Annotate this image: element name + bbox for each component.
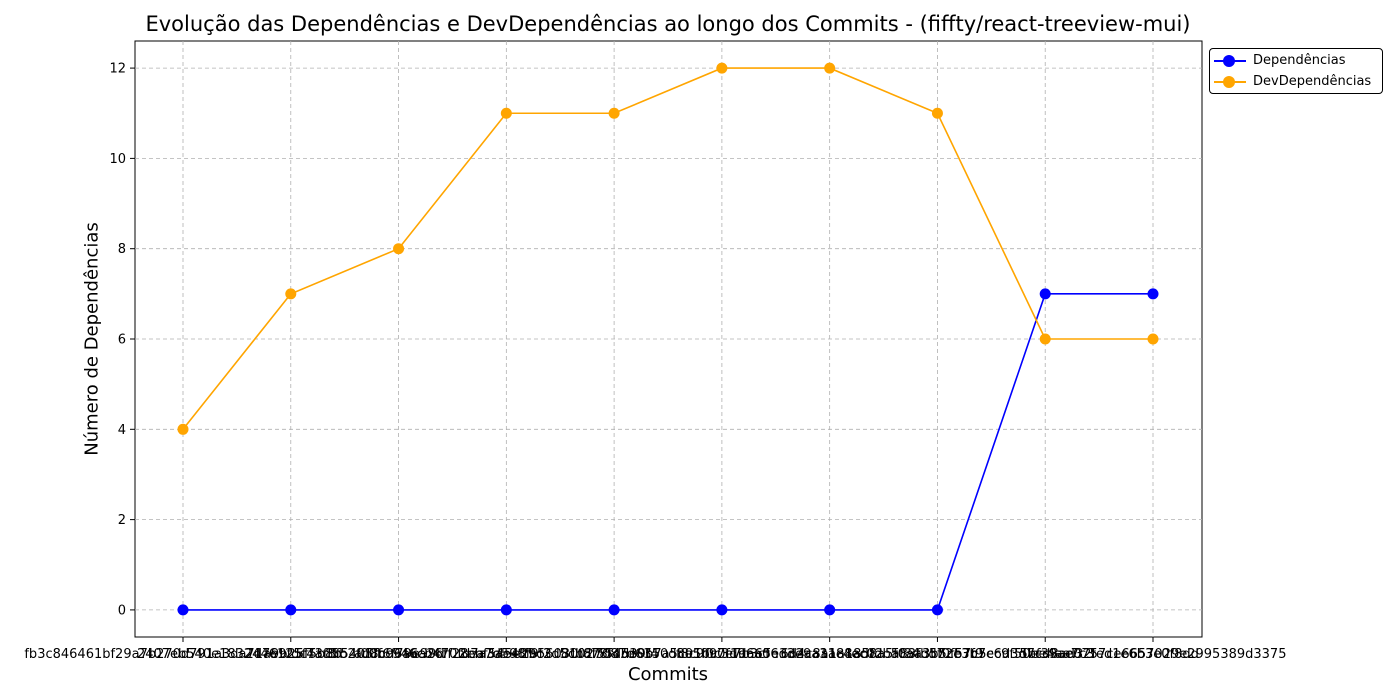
x-tick-label: ad8c96a6a26ff28ea7d598f9f2d5cb8f55dd39f4 bbox=[354, 647, 659, 662]
x-tick-label: 81027087d6350d8e5f0c3d96a06d3e9a31c4ec02 bbox=[561, 647, 883, 662]
series-line-1 bbox=[182, 67, 1153, 430]
y-tick-label: 10 bbox=[109, 152, 126, 167]
data-point bbox=[500, 604, 512, 616]
data-point bbox=[824, 604, 836, 616]
x-tick-label: 5bf39ae0757ce6657029e2995389d3375 bbox=[1020, 647, 1287, 662]
x-tick-label: 2d7e9fdc7ad5b2f00bc946cb470fd7a3ae4ff9c3 bbox=[246, 647, 552, 662]
data-point bbox=[931, 604, 943, 616]
data-point bbox=[608, 107, 620, 119]
legend-label: Dependências bbox=[1253, 53, 1346, 68]
data-point bbox=[824, 62, 836, 74]
data-point bbox=[393, 243, 405, 255]
data-point bbox=[393, 604, 405, 616]
y-tick-label: 0 bbox=[118, 603, 126, 618]
data-point bbox=[1147, 333, 1159, 345]
data-point bbox=[716, 62, 728, 74]
chart-title: Evolução das Dependências e DevDependênc… bbox=[145, 12, 1191, 36]
data-point bbox=[177, 604, 189, 616]
legend: Dependências DevDependências bbox=[1209, 48, 1383, 94]
data-point bbox=[285, 288, 297, 300]
x-tick-label: 6d4c8a1a185fdb5f34bd72e3b7ec9f50ee4aa7c3 bbox=[780, 647, 1094, 662]
grid-lines bbox=[135, 41, 1202, 637]
x-tick-label: f8c9f90f1da65e3d2aa1a88ad8a5f0aa3b5cb7f9 bbox=[676, 647, 983, 662]
y-tick-label: 4 bbox=[118, 423, 126, 438]
series-line-0 bbox=[183, 293, 1153, 611]
x-tick-label: 2407eb540e1832446125f43f8f5405ff6f79e99d bbox=[137, 647, 445, 662]
y-tick-label: 6 bbox=[118, 333, 126, 348]
legend-marker-icon bbox=[1223, 76, 1235, 88]
y-axis-label: Número de Dependências bbox=[81, 222, 103, 456]
legend-label: DevDependências bbox=[1253, 74, 1372, 89]
x-tick-label: 2ebf545e2b56030fd78f45e0b7a5c91bc7e7b3cf bbox=[459, 647, 771, 662]
series-layer bbox=[177, 62, 1159, 616]
data-point bbox=[931, 107, 943, 119]
data-point bbox=[285, 604, 297, 616]
data-point bbox=[1039, 333, 1051, 345]
legend-marker-icon bbox=[1223, 55, 1235, 67]
legend-item-devdependencias: DevDependências bbox=[1210, 72, 1382, 92]
data-point bbox=[500, 107, 512, 119]
x-axis-label: Commits bbox=[627, 664, 709, 685]
legend-item-dependencias: Dependências bbox=[1210, 51, 1382, 71]
axis-ticks: fb3c846461bf29a7b270d791a3da71a9b25f5b8b… bbox=[24, 62, 1286, 662]
data-point bbox=[177, 423, 189, 435]
y-tick-label: 2 bbox=[118, 513, 126, 528]
data-point bbox=[716, 604, 728, 616]
data-point bbox=[1039, 288, 1051, 300]
data-point bbox=[1147, 288, 1159, 300]
x-tick-label: fb3c846461bf29a7b270d791a3da71a9b25f5b8b bbox=[24, 647, 341, 662]
data-point bbox=[608, 604, 620, 616]
y-tick-label: 8 bbox=[118, 242, 126, 257]
x-tick-label: a83fd5f0f57c5c6d3d7cd8ad32fed1e6b3e0f8dd bbox=[892, 647, 1199, 662]
y-tick-label: 12 bbox=[109, 62, 126, 77]
